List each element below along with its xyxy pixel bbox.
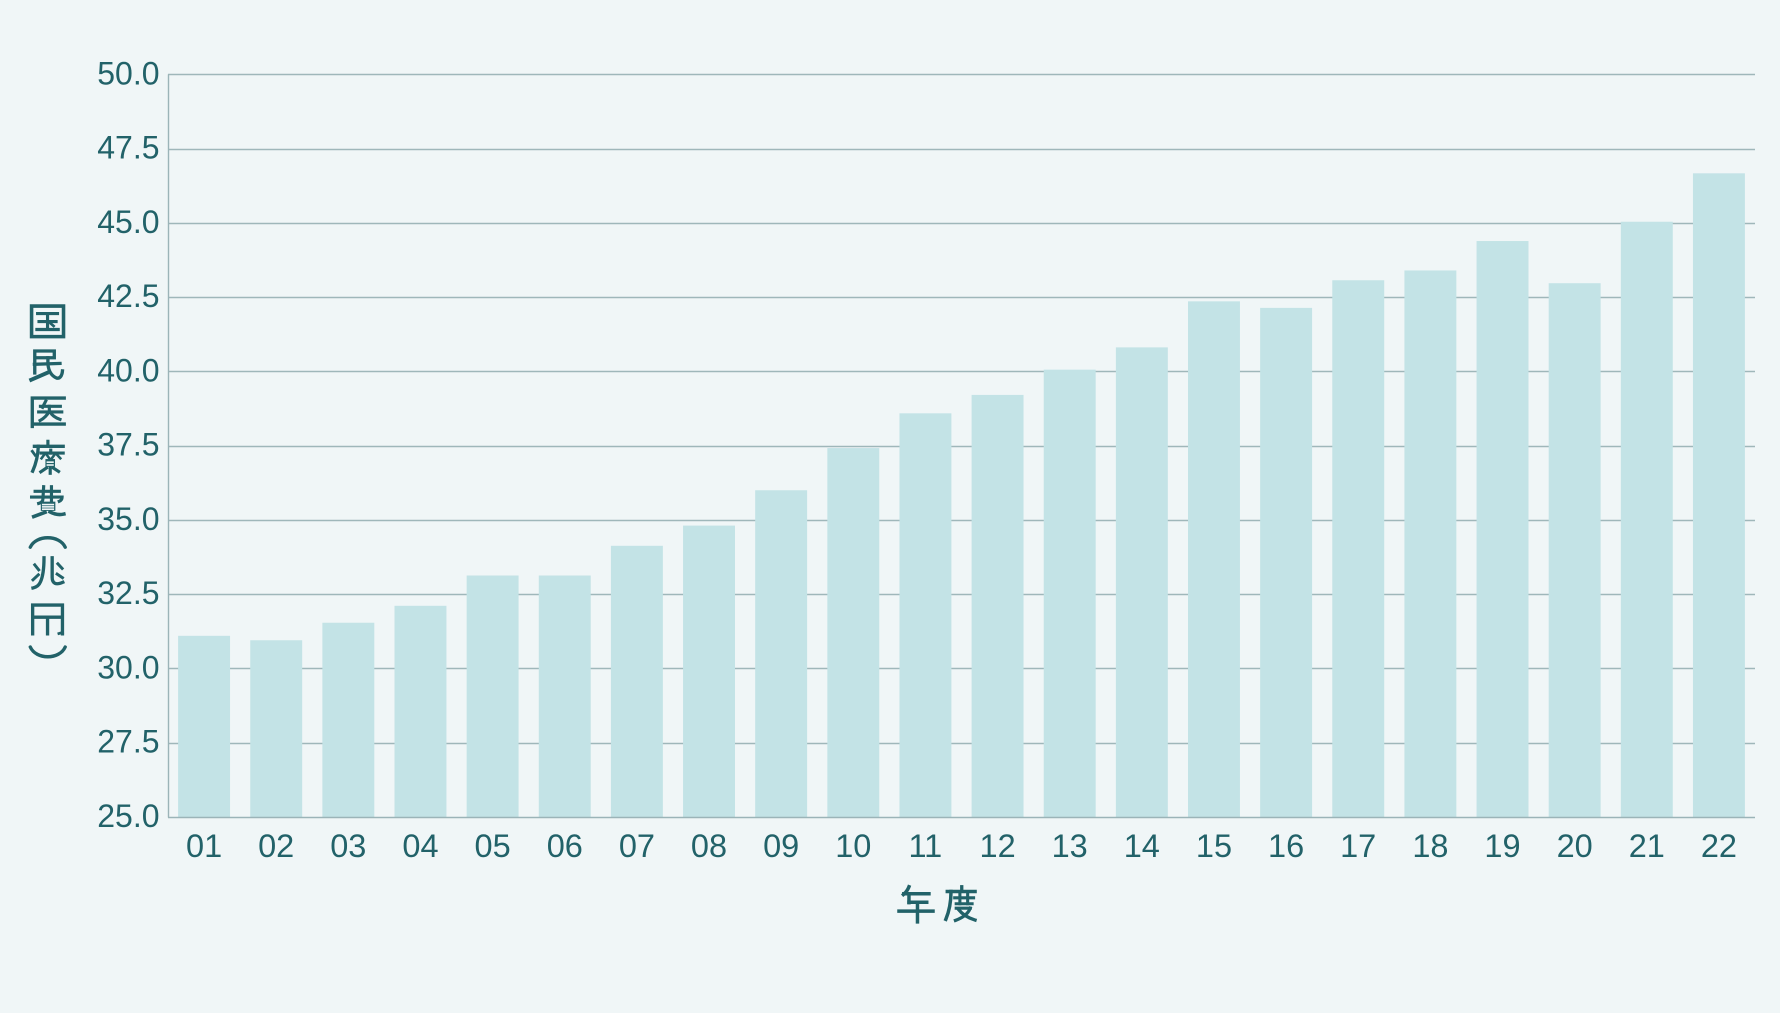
svg-text:06: 06: [547, 828, 583, 864]
svg-text:37.5: 37.5: [97, 427, 159, 463]
svg-text:20: 20: [1557, 828, 1593, 864]
svg-text:42.5: 42.5: [97, 278, 159, 314]
svg-text:40.0: 40.0: [97, 352, 159, 388]
svg-text:07: 07: [619, 828, 655, 864]
svg-text:50.0: 50.0: [97, 55, 159, 91]
svg-text:09: 09: [763, 828, 799, 864]
svg-text:17: 17: [1340, 828, 1376, 864]
svg-text:32.5: 32.5: [97, 575, 159, 611]
svg-text:03: 03: [330, 828, 366, 864]
svg-text:08: 08: [691, 828, 727, 864]
svg-text:01: 01: [186, 828, 222, 864]
svg-text:25.0: 25.0: [97, 798, 159, 834]
svg-text:45.0: 45.0: [97, 204, 159, 240]
svg-text:12: 12: [980, 828, 1016, 864]
svg-text:02: 02: [258, 828, 294, 864]
svg-text:10: 10: [835, 828, 871, 864]
svg-text:15: 15: [1196, 828, 1232, 864]
svg-text:22: 22: [1701, 828, 1737, 864]
svg-text:13: 13: [1052, 828, 1088, 864]
svg-text:30.0: 30.0: [97, 650, 159, 686]
svg-text:14: 14: [1124, 828, 1160, 864]
svg-text:27.5: 27.5: [97, 724, 159, 760]
svg-text:18: 18: [1412, 828, 1448, 864]
svg-text:11: 11: [909, 828, 943, 864]
svg-text:21: 21: [1629, 828, 1665, 864]
svg-text:19: 19: [1484, 828, 1520, 864]
svg-text:04: 04: [402, 828, 438, 864]
svg-text:05: 05: [475, 828, 511, 864]
svg-text:35.0: 35.0: [97, 501, 159, 537]
svg-text:16: 16: [1268, 828, 1304, 864]
svg-text:47.5: 47.5: [97, 130, 159, 166]
